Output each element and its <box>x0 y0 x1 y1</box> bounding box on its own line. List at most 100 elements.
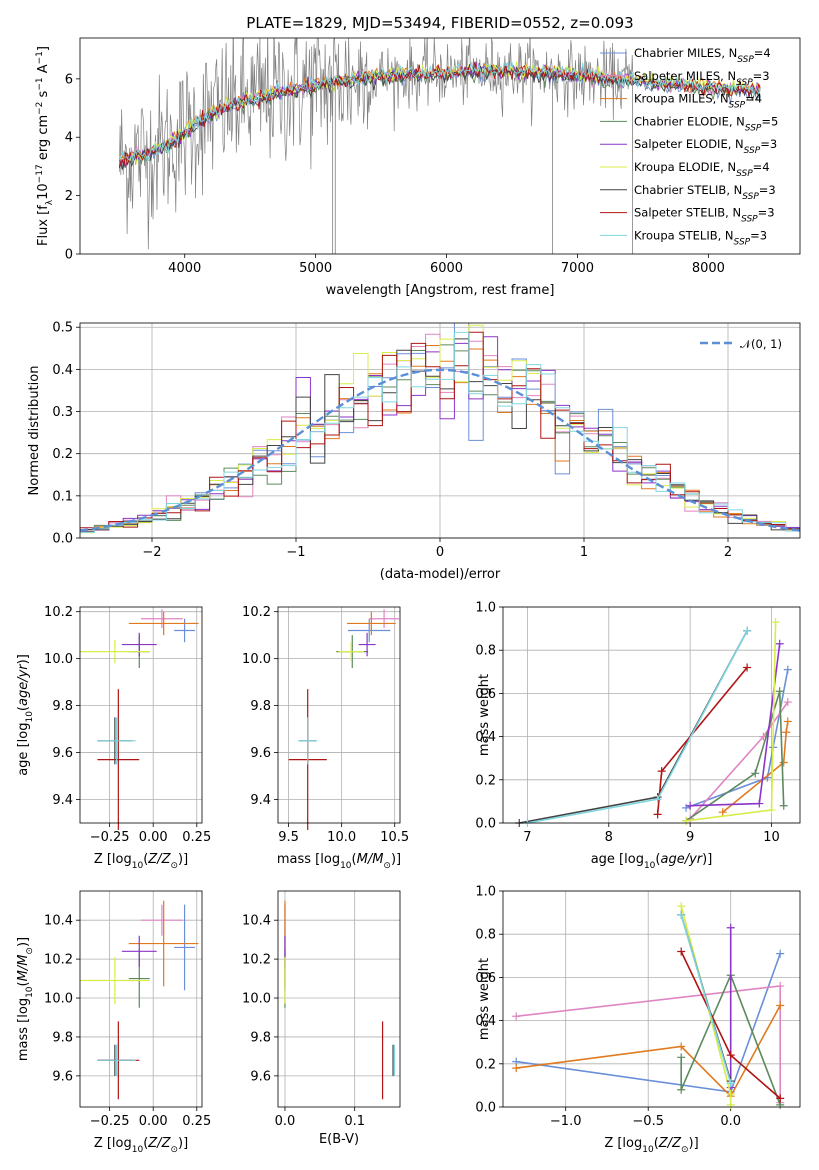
weight-marker-kroupa-elodie <box>726 1100 735 1109</box>
x-tick-label: 7 <box>523 830 531 845</box>
weight-marker-salpeter-stelib <box>726 1051 735 1060</box>
weight-line-chabrier-elodie <box>680 973 781 1106</box>
x-tick-label: 0.00 <box>139 1114 168 1129</box>
plot-frame <box>277 890 401 1108</box>
y-tick-label: 0.2 <box>52 447 73 462</box>
x-axis-label: Z [log10(Z/Z⊙)] <box>94 1136 188 1155</box>
x-axis-label: Z [log10(Z/Z⊙)] <box>94 852 188 871</box>
weight-marker-kroupa-elodie <box>677 902 686 911</box>
x-tick-label: 5000 <box>299 261 332 276</box>
x-tick-label: 10.5 <box>380 830 409 845</box>
weight-line-salpeter-stelib <box>656 666 748 815</box>
y-tick-label: 0.5 <box>52 321 73 336</box>
y-tick-label: 9.8 <box>250 1030 271 1045</box>
y-tick-label: 0.3 <box>52 405 73 420</box>
y-tick-label: 0.0 <box>52 532 73 547</box>
x-axis-label: age [log10(age/yr)] <box>591 852 713 871</box>
weight-line-kroupa-miles <box>722 721 789 813</box>
y-tick-label: 10.0 <box>242 992 271 1007</box>
x-tick-label: −0.25 <box>90 1114 130 1129</box>
weight-marker-chabrier-elodie <box>677 1085 686 1094</box>
histogram-kroupa-stelib <box>80 331 800 534</box>
model-spectrum-salpeter-elodie <box>118 62 761 168</box>
plot-frame <box>79 606 203 824</box>
y-tick-label: 6 <box>65 72 73 87</box>
plot-frame <box>502 606 801 824</box>
weight-marker-kroupa-miles <box>512 1064 521 1073</box>
y-tick-label: 0 <box>65 248 73 263</box>
x-tick-label: −0.25 <box>90 830 130 845</box>
weight-marker-salpeter-elodie <box>775 639 784 648</box>
x-tick-label: 0.00 <box>139 830 168 845</box>
y-tick-label: 9.8 <box>52 699 73 714</box>
weight-marker-kroupa-miles <box>677 1042 686 1051</box>
weight-line-chabrier-elodie <box>685 690 785 822</box>
legend-label: Salpeter ELODIE, NSSP=3 <box>634 137 777 156</box>
y-tick-label: 0.8 <box>475 644 496 659</box>
weight-marker-kroupa-elodie <box>726 1090 735 1099</box>
y-tick-label: 9.4 <box>250 793 271 808</box>
y-tick-label: 9.6 <box>52 746 73 761</box>
y-tick-label: 0.0 <box>475 1101 496 1116</box>
weight-marker-chabrier-miles <box>776 949 785 958</box>
x-axis-label: (data-model)/error <box>380 567 501 582</box>
y-tick-label: 10.2 <box>44 605 73 620</box>
x-tick-label: 9 <box>686 830 694 845</box>
y-tick-label: 1.0 <box>475 601 496 616</box>
weight-marker-salpeter-elodie <box>726 923 735 932</box>
x-tick-label: 10 <box>763 830 780 845</box>
y-axis-label: mass weight <box>477 958 492 1040</box>
weight-line-kroupa-miles <box>516 1005 781 1098</box>
weight-marker-salpeter-stelib <box>677 947 686 956</box>
weight-marker-salpeter-stelib <box>657 767 666 776</box>
y-tick-label: 9.8 <box>52 1030 73 1045</box>
y-tick-label: 2 <box>65 189 73 204</box>
weight-marker-chabrier-miles <box>682 803 691 812</box>
y-tick-label: 0.4 <box>52 363 73 378</box>
weight-marker-kroupa-elodie <box>682 816 691 825</box>
histograms <box>80 323 800 535</box>
y-tick-label: 1.0 <box>475 885 496 900</box>
y-axis-label: mass [log10(M/M⊙)] <box>16 937 35 1061</box>
weight-marker-kroupa-stelib <box>726 1079 735 1088</box>
weight-marker-chabrier-miles <box>783 665 792 674</box>
legend-label: Salpeter STELIB, NSSP=3 <box>634 206 775 225</box>
plot-frame <box>79 37 801 255</box>
weight-marker-kroupa-stelib <box>677 910 686 919</box>
x-tick-label: −1 <box>286 545 305 560</box>
y-tick-label: 10.0 <box>242 652 271 667</box>
y-tick-label: 0.6 <box>475 687 496 702</box>
weight-marker-kroupa-elodie <box>767 806 776 815</box>
x-tick-label: 7000 <box>561 261 594 276</box>
weight-marker-chabrier-elodie <box>677 1053 686 1062</box>
plot-frame <box>79 890 203 1108</box>
x-tick-label: 4000 <box>168 261 201 276</box>
legend-label: Chabrier STELIB, NSSP=3 <box>634 183 776 202</box>
weight-marker-salpeter-stelib <box>776 1094 785 1103</box>
x-tick-label: 10.0 <box>327 830 356 845</box>
x-tick-label: 0.0 <box>275 1114 296 1129</box>
weight-marker-salpeter-miles <box>776 982 785 991</box>
weight-marker-chabrier-elodie <box>779 801 788 810</box>
weight-marker-salpeter-miles <box>783 698 792 707</box>
y-tick-label: 9.6 <box>52 1069 73 1084</box>
y-tick-label: 0.4 <box>475 730 496 745</box>
y-tick-label: 0.2 <box>475 773 496 788</box>
x-tick-label: 1 <box>580 545 588 560</box>
y-tick-label: 9.6 <box>250 746 271 761</box>
y-tick-label: 10.2 <box>242 953 271 968</box>
x-tick-label: 0 <box>436 545 444 560</box>
x-tick-label: 8 <box>605 830 613 845</box>
figure-title: PLATE=1829, MJD=53494, FIBERID=0552, z=0… <box>246 14 633 32</box>
spectrum-traces <box>118 38 761 254</box>
legend-label: Chabrier ELODIE, NSSP=5 <box>634 114 778 133</box>
weight-marker-kroupa-elodie <box>771 618 780 627</box>
observed-spectrum <box>118 38 634 250</box>
weight-marker-kroupa-miles <box>783 717 792 726</box>
y-axis-label: Flux [fλ10−17 erg cm−2 s−1 A−1] <box>35 46 55 246</box>
y-tick-label: 0.2 <box>475 1057 496 1072</box>
weight-marker-kroupa-miles <box>776 1001 785 1010</box>
y-axis-label: mass weight <box>477 674 492 756</box>
x-tick-label: 0.1 <box>344 1114 365 1129</box>
